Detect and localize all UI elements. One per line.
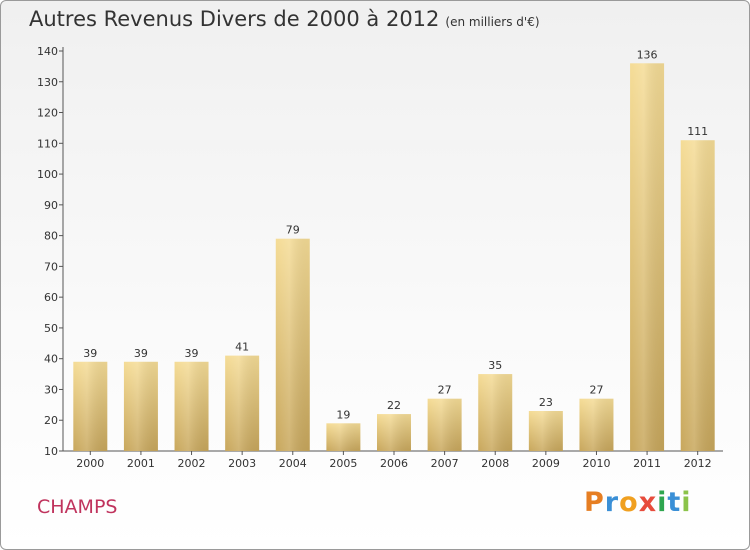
bar-sheen bbox=[275, 238, 310, 451]
bars: 39 39 39 41 79 19 22 27 35 23 27 136 111 bbox=[73, 48, 715, 452]
bar-value-label: 111 bbox=[687, 125, 708, 138]
y-tick-label: 70 bbox=[44, 260, 58, 273]
bar-value-label: 79 bbox=[286, 224, 300, 237]
bar-value-label: 23 bbox=[539, 396, 553, 409]
x-tick-label: 2007 bbox=[431, 457, 459, 470]
bar-sheen bbox=[427, 398, 462, 451]
y-tick-label: 30 bbox=[44, 383, 58, 396]
x-tick-label: 2001 bbox=[127, 457, 155, 470]
y-tick-label: 110 bbox=[37, 137, 58, 150]
bar-sheen bbox=[478, 374, 513, 451]
bar-value-label: 27 bbox=[438, 384, 452, 397]
bar-value-label: 136 bbox=[637, 48, 658, 61]
x-tick-label: 2012 bbox=[684, 457, 712, 470]
axes: 10 20 30 40 50 60 70 80 90 100 110 120 130 140 2000 200… bbox=[37, 45, 723, 470]
y-tick-label: 90 bbox=[44, 199, 58, 212]
x-tick-label: 2003 bbox=[228, 457, 256, 470]
bar-sheen bbox=[377, 414, 411, 451]
x-tick-label: 2008 bbox=[481, 457, 509, 470]
logo-letter: t bbox=[667, 487, 682, 518]
bar-value-label: 35 bbox=[488, 359, 502, 372]
bar-sheen bbox=[225, 355, 260, 451]
bar-value-label: 39 bbox=[134, 347, 148, 360]
bar-sheen bbox=[73, 361, 108, 451]
bar-sheen bbox=[123, 361, 158, 451]
y-tick-label: 20 bbox=[44, 414, 58, 427]
x-tick-label: 2002 bbox=[178, 457, 206, 470]
bar-value-label: 19 bbox=[336, 408, 350, 421]
x-tick-label: 2009 bbox=[532, 457, 560, 470]
proxiti-logo: Proxiti bbox=[584, 487, 692, 518]
bar-value-label: 41 bbox=[235, 341, 249, 354]
chart-unit: (en milliers d'€) bbox=[445, 15, 540, 29]
y-tick-label: 100 bbox=[37, 168, 58, 181]
bar-sheen bbox=[528, 411, 563, 451]
y-tick-label: 140 bbox=[37, 45, 58, 58]
x-tick-label: 2006 bbox=[380, 457, 408, 470]
y-tick-label: 50 bbox=[44, 322, 58, 335]
bar-value-label: 27 bbox=[589, 384, 603, 397]
y-tick-label: 40 bbox=[44, 353, 58, 366]
chart-title-text: Autres Revenus Divers de 2000 à 2012 bbox=[29, 7, 440, 31]
bar-sheen bbox=[174, 361, 209, 451]
logo-letter: i bbox=[657, 487, 668, 518]
y-tick-label: 80 bbox=[44, 230, 58, 243]
bar-sheen bbox=[326, 423, 361, 451]
bar-sheen bbox=[680, 140, 715, 451]
bar-value-label: 39 bbox=[83, 347, 97, 360]
logo-letter: P bbox=[584, 487, 605, 518]
logo-letter: i bbox=[681, 487, 692, 518]
logo-letter: o bbox=[619, 487, 639, 518]
x-tick-label: 2004 bbox=[279, 457, 307, 470]
y-tick-label: 10 bbox=[44, 445, 58, 458]
chart-title: Autres Revenus Divers de 2000 à 2012 (en … bbox=[29, 7, 540, 31]
x-tick-label: 2005 bbox=[329, 457, 357, 470]
bar-sheen bbox=[579, 398, 614, 451]
y-tick-label: 120 bbox=[37, 107, 58, 120]
y-tick-label: 130 bbox=[37, 76, 58, 89]
x-tick-label: 2000 bbox=[76, 457, 104, 470]
place-name: CHAMPS bbox=[37, 496, 118, 518]
x-tick-label: 2010 bbox=[582, 457, 610, 470]
bar-value-label: 22 bbox=[387, 399, 401, 412]
y-tick-label: 60 bbox=[44, 291, 58, 304]
logo-letter: x bbox=[638, 487, 658, 518]
logo-letter: r bbox=[604, 487, 620, 518]
bar-value-label: 39 bbox=[185, 347, 199, 360]
bar-sheen bbox=[630, 63, 665, 452]
x-tick-label: 2011 bbox=[633, 457, 661, 470]
